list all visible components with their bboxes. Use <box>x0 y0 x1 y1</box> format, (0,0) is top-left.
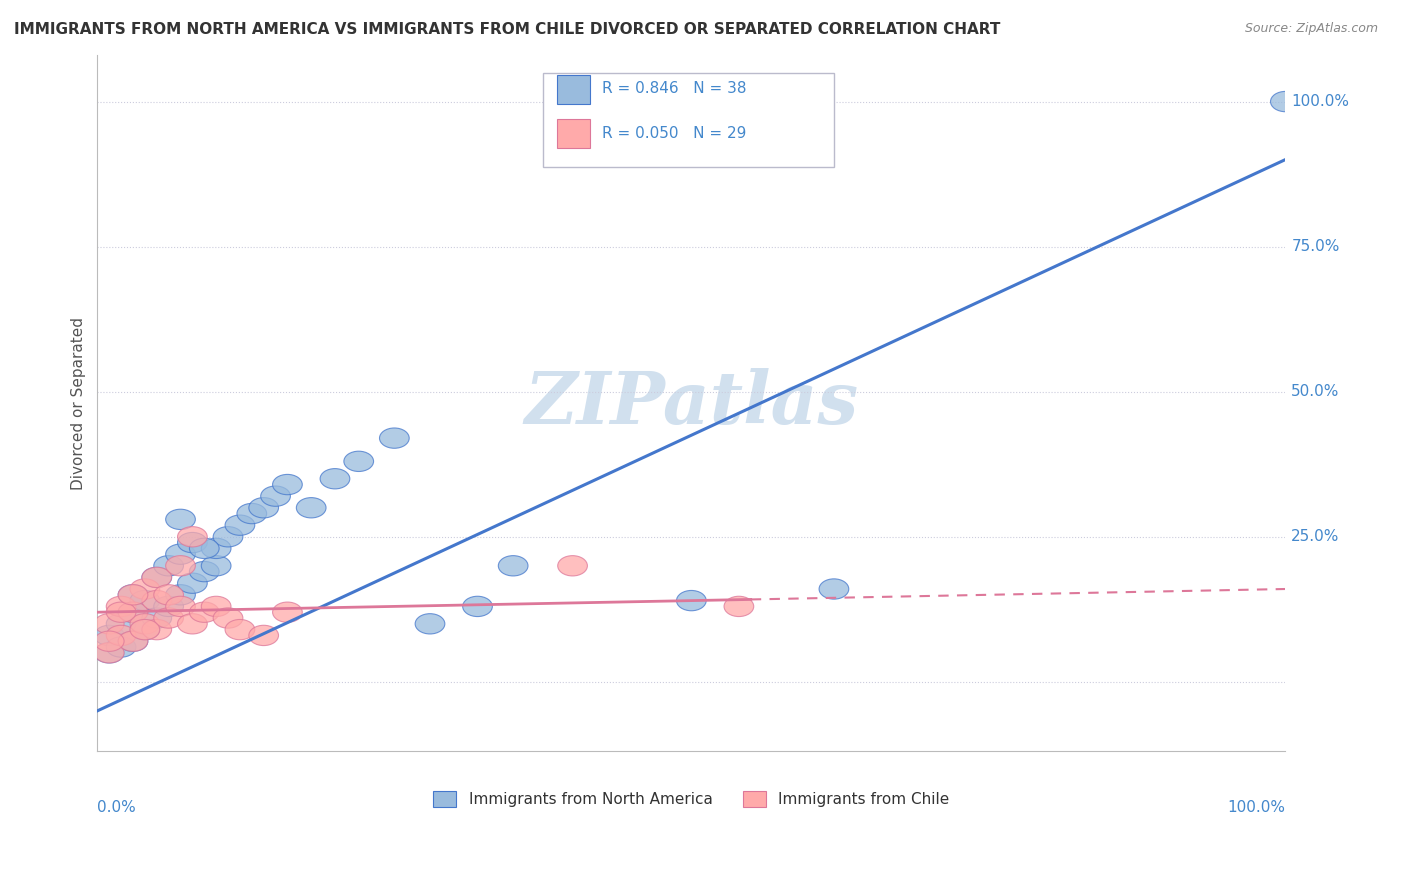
Ellipse shape <box>177 526 207 547</box>
Ellipse shape <box>142 619 172 640</box>
Ellipse shape <box>201 596 231 616</box>
Ellipse shape <box>94 631 124 651</box>
Text: 100.0%: 100.0% <box>1291 94 1350 109</box>
FancyBboxPatch shape <box>557 75 591 103</box>
Ellipse shape <box>129 619 160 640</box>
Ellipse shape <box>273 475 302 495</box>
Ellipse shape <box>118 602 148 623</box>
Ellipse shape <box>225 515 254 535</box>
Ellipse shape <box>558 556 588 576</box>
Ellipse shape <box>142 567 172 588</box>
Ellipse shape <box>166 596 195 616</box>
Ellipse shape <box>166 509 195 530</box>
Ellipse shape <box>118 631 148 651</box>
Ellipse shape <box>94 625 124 646</box>
Ellipse shape <box>676 591 706 611</box>
Ellipse shape <box>129 619 160 640</box>
Ellipse shape <box>129 591 160 611</box>
Text: 25.0%: 25.0% <box>1291 529 1340 544</box>
Text: Source: ZipAtlas.com: Source: ZipAtlas.com <box>1244 22 1378 36</box>
Ellipse shape <box>238 503 267 524</box>
Text: 75.0%: 75.0% <box>1291 239 1340 254</box>
Ellipse shape <box>153 556 183 576</box>
Ellipse shape <box>498 556 529 576</box>
Ellipse shape <box>177 573 207 593</box>
Ellipse shape <box>297 498 326 518</box>
FancyBboxPatch shape <box>557 119 591 148</box>
Ellipse shape <box>260 486 291 507</box>
Ellipse shape <box>142 607 172 628</box>
Text: 100.0%: 100.0% <box>1227 800 1285 815</box>
Ellipse shape <box>129 614 160 634</box>
Ellipse shape <box>321 468 350 489</box>
Ellipse shape <box>94 642 124 663</box>
Ellipse shape <box>1271 91 1301 112</box>
Ellipse shape <box>107 614 136 634</box>
Ellipse shape <box>415 614 444 634</box>
Ellipse shape <box>107 637 136 657</box>
Ellipse shape <box>107 625 136 646</box>
Ellipse shape <box>249 498 278 518</box>
Ellipse shape <box>190 561 219 582</box>
Ellipse shape <box>107 596 136 616</box>
FancyBboxPatch shape <box>543 72 834 167</box>
Ellipse shape <box>153 584 183 605</box>
Ellipse shape <box>129 579 160 599</box>
Ellipse shape <box>166 544 195 565</box>
Ellipse shape <box>214 526 243 547</box>
Ellipse shape <box>273 602 302 623</box>
Ellipse shape <box>190 602 219 623</box>
Y-axis label: Divorced or Separated: Divorced or Separated <box>72 317 86 490</box>
Ellipse shape <box>201 556 231 576</box>
Ellipse shape <box>225 619 254 640</box>
Ellipse shape <box>380 428 409 449</box>
Ellipse shape <box>118 602 148 623</box>
Ellipse shape <box>820 579 849 599</box>
Legend: Immigrants from North America, Immigrants from Chile: Immigrants from North America, Immigrant… <box>427 785 956 814</box>
Ellipse shape <box>142 591 172 611</box>
Ellipse shape <box>166 556 195 576</box>
Ellipse shape <box>153 607 183 628</box>
Text: 0.0%: 0.0% <box>97 800 136 815</box>
Text: IMMIGRANTS FROM NORTH AMERICA VS IMMIGRANTS FROM CHILE DIVORCED OR SEPARATED COR: IMMIGRANTS FROM NORTH AMERICA VS IMMIGRA… <box>14 22 1001 37</box>
Ellipse shape <box>166 584 195 605</box>
Ellipse shape <box>249 625 278 646</box>
Ellipse shape <box>107 602 136 623</box>
Ellipse shape <box>214 607 243 628</box>
Ellipse shape <box>201 538 231 558</box>
Ellipse shape <box>153 596 183 616</box>
Text: 50.0%: 50.0% <box>1291 384 1340 400</box>
Ellipse shape <box>94 642 124 663</box>
Text: R = 0.846   N = 38: R = 0.846 N = 38 <box>602 81 747 96</box>
Ellipse shape <box>177 614 207 634</box>
Ellipse shape <box>118 584 148 605</box>
Ellipse shape <box>463 596 492 616</box>
Ellipse shape <box>344 451 374 472</box>
Ellipse shape <box>142 567 172 588</box>
Ellipse shape <box>118 631 148 651</box>
Ellipse shape <box>190 538 219 558</box>
Ellipse shape <box>118 584 148 605</box>
Ellipse shape <box>94 614 124 634</box>
Ellipse shape <box>177 533 207 553</box>
Ellipse shape <box>724 596 754 616</box>
Text: ZIPatlas: ZIPatlas <box>524 368 859 439</box>
Text: R = 0.050   N = 29: R = 0.050 N = 29 <box>602 126 747 141</box>
